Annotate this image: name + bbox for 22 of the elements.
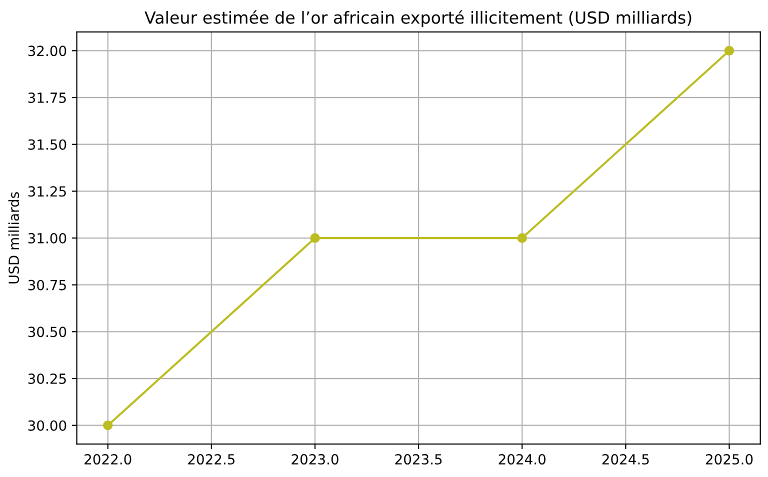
point xyxy=(724,46,734,56)
y-tick-label: 30.50 xyxy=(28,326,66,338)
x-tick-label: 2022.0 xyxy=(84,454,132,465)
y-tick-label: 31.50 xyxy=(28,139,66,150)
chart-title: Valeur estimée de l’or africain exporté illicitement (USD milliards) xyxy=(144,10,692,28)
y-tick-label: 31.75 xyxy=(28,92,66,103)
point xyxy=(103,420,113,430)
y-tick-label: 31.00 xyxy=(28,232,66,244)
x-tick-label: 2025.0 xyxy=(706,454,753,465)
y-tick-label: 30.75 xyxy=(28,280,66,290)
y-tick-label: 32.00 xyxy=(28,46,66,56)
y-tick-label: 30.00 xyxy=(28,420,66,431)
x-tick-label: 2023.5 xyxy=(395,454,442,465)
y-tick-label: 31.25 xyxy=(28,186,66,197)
x-tick-label: 2022.5 xyxy=(188,454,235,465)
point xyxy=(310,233,320,243)
x-tick-label: 2023.0 xyxy=(292,454,338,465)
point xyxy=(517,233,527,243)
y-tick-label: 30.25 xyxy=(28,373,66,384)
x-tick-label: 2024.0 xyxy=(498,454,546,465)
y-axis-title: USD milliards xyxy=(8,192,20,284)
x-tick-label: 2024.5 xyxy=(602,454,649,465)
